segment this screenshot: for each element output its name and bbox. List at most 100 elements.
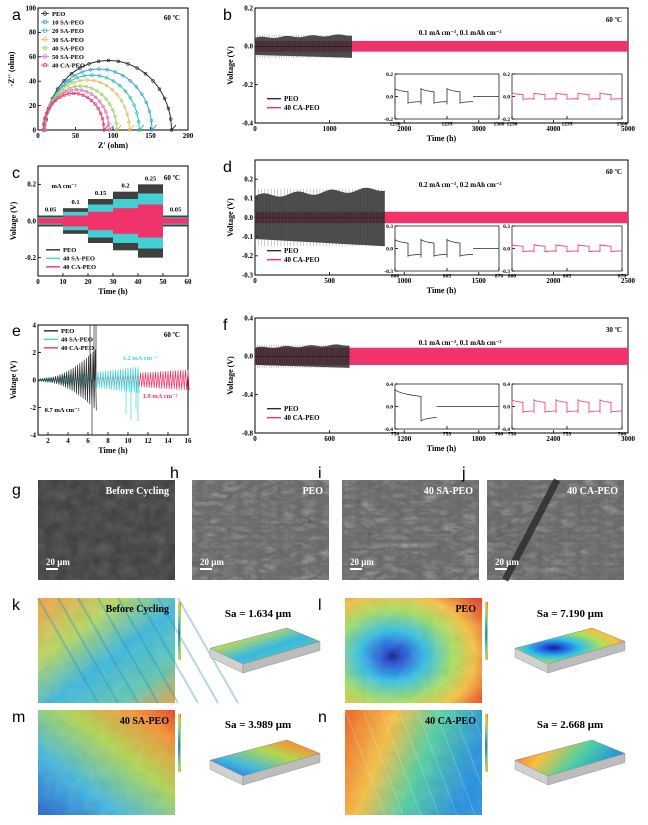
eis-point — [134, 85, 139, 89]
chart-c-xtick-label: 20 — [85, 278, 93, 286]
profile-streak — [57, 597, 119, 704]
chart-b-xlabel: Time (h) — [427, 134, 457, 143]
eis-point — [169, 117, 173, 121]
panel-label: m — [12, 709, 25, 726]
chart-f-inset-1-trace — [511, 398, 623, 414]
profile-streak — [37, 597, 99, 704]
chart-f-legend-label: PEO — [284, 405, 299, 413]
chart-b-ytick-label: -0.4 — [242, 119, 254, 127]
chart-f-inset-0: 750 755 760 -0.4 0.0 0.4 — [384, 382, 503, 438]
chart-b-xtick-label: 5000 — [621, 125, 636, 133]
eis-point — [76, 92, 81, 96]
chart-e-xtick-label: 2 — [46, 437, 50, 445]
chart-a-xtick-label: 150 — [145, 132, 156, 140]
chart-b-inset-1-xtick-label: 1300 — [617, 122, 628, 128]
chart-c-ytick-label: -0.2 — [25, 254, 37, 262]
chart-f-xtick-label: 3000 — [621, 435, 636, 443]
eis-point — [75, 76, 80, 80]
eis-point — [92, 78, 96, 83]
profile-caption: PEO — [455, 604, 476, 615]
eis-point — [119, 98, 124, 103]
chart-d-inset-0-trace — [394, 238, 499, 258]
chart-c-rate-label: 0.05 — [170, 207, 182, 214]
panel-label: g — [12, 482, 21, 499]
chart-b-inset-1-ytick-label: 0.2 — [503, 72, 510, 78]
eis-point — [47, 106, 51, 111]
sem-scale-bar — [495, 568, 507, 570]
eis-point — [41, 128, 45, 132]
chart-b-legend-label: 40 CA-PEO — [284, 104, 320, 112]
eis-point — [50, 102, 54, 106]
sem-image-texture — [342, 480, 479, 580]
profile-3d-k — [209, 627, 321, 674]
chart-f-inset-0-xtick-label: 760 — [495, 432, 504, 438]
chart-d-inset-0-ytick-label: -0.3 — [384, 269, 393, 275]
sem-caption: 40 SA-PEO — [424, 486, 473, 497]
panel-label: i — [318, 465, 322, 482]
profile-3d-front — [242, 641, 321, 674]
eis-point — [84, 84, 88, 89]
chart-d-title: 60 ºC — [606, 168, 622, 176]
chart-d-inset-1: 860 865 870 -0.3 0.0 0.3 — [501, 224, 626, 280]
chart-f-inset-1-ytick-label: 0.0 — [503, 404, 510, 410]
chart-c-ca-band — [38, 218, 63, 224]
chart-c-xtick-label: 40 — [135, 278, 143, 286]
eis-point — [123, 105, 127, 109]
chart-b-ytick-label: 0.2 — [244, 4, 253, 12]
chart-e-xtick-label: 4 — [66, 437, 70, 445]
eis-point — [67, 86, 71, 90]
eis-curve-2 — [44, 74, 145, 132]
chart-d-xtick-label: 1500 — [472, 277, 487, 285]
panel-label: j — [461, 465, 466, 482]
chart-c-ca-band — [163, 218, 188, 224]
eis-point — [111, 108, 115, 112]
chart-a-xtick-label: 0 — [36, 132, 40, 140]
eis-point — [74, 88, 79, 92]
chart-b-xtick-label: 0 — [253, 125, 257, 133]
chart-b-inset-1-xtick-label: 1295 — [562, 122, 573, 128]
chart-b-inset-0: 1290 1295 1300 -0.2 0.0 0.2 — [384, 72, 504, 128]
panel-label: l — [318, 597, 322, 614]
sem-image-i: 40 SA-PEO 20 μm — [342, 480, 479, 580]
chart-e-xtick-label: 16 — [185, 437, 193, 445]
eis-point — [58, 95, 62, 100]
eis-point — [116, 59, 121, 64]
eis-point — [85, 95, 90, 100]
chart-c: 0 10 20 30 40 50 60 -0.2 0.0 0.2 Time (h) Voltage (… — [9, 165, 192, 296]
chart-d-inset-1-ytick-label: 0.3 — [503, 224, 510, 230]
panel-label: h — [170, 465, 179, 482]
profile-streak — [137, 597, 199, 704]
eis-point — [97, 67, 101, 71]
eis-point — [107, 128, 111, 132]
chart-d-legend-label: PEO — [284, 247, 299, 255]
chart-c-xtick-label: 10 — [60, 278, 68, 286]
chart-e-legend-label: PEO — [61, 328, 74, 335]
eis-point — [144, 100, 148, 105]
eis-point — [87, 62, 91, 66]
eis-point — [62, 93, 66, 97]
profile-sa-value: Sa = 3.989 μm — [225, 719, 291, 731]
sem-scale-bar — [46, 568, 58, 570]
chart-e-ytick-label: -4 — [30, 431, 36, 439]
chart-f-inset-1: 750 755 760 -0.4 0.0 0.4 — [501, 382, 626, 438]
chart-c-ytick-label: 0.2 — [27, 181, 36, 189]
eis-point — [93, 102, 97, 106]
chart-f-inset-0-xtick-label: 750 — [391, 432, 400, 438]
chart-e-xtick-label: 6 — [86, 437, 90, 445]
chart-f-legend-label: 40 CA-PEO — [284, 414, 320, 422]
chart-c-xlabel: Time (h) — [98, 287, 128, 296]
chart-b-inset-0-ytick-label: -0.2 — [384, 117, 393, 123]
profile-streak — [157, 597, 219, 704]
chart-d-ytick-label: -0.2 — [242, 252, 254, 260]
chart-d-ca-band — [255, 211, 628, 224]
eis-point — [97, 99, 102, 104]
eis-point — [78, 78, 83, 83]
sem-scale-label: 20 μm — [46, 557, 70, 567]
eis-point — [67, 92, 71, 96]
sem-caption: Before Cycling — [106, 486, 169, 497]
eis-point — [143, 72, 148, 76]
eis-point — [97, 74, 102, 78]
chart-a-ytick-label: 80 — [29, 29, 37, 37]
chart-b-ytick-label: -0.2 — [242, 81, 254, 89]
